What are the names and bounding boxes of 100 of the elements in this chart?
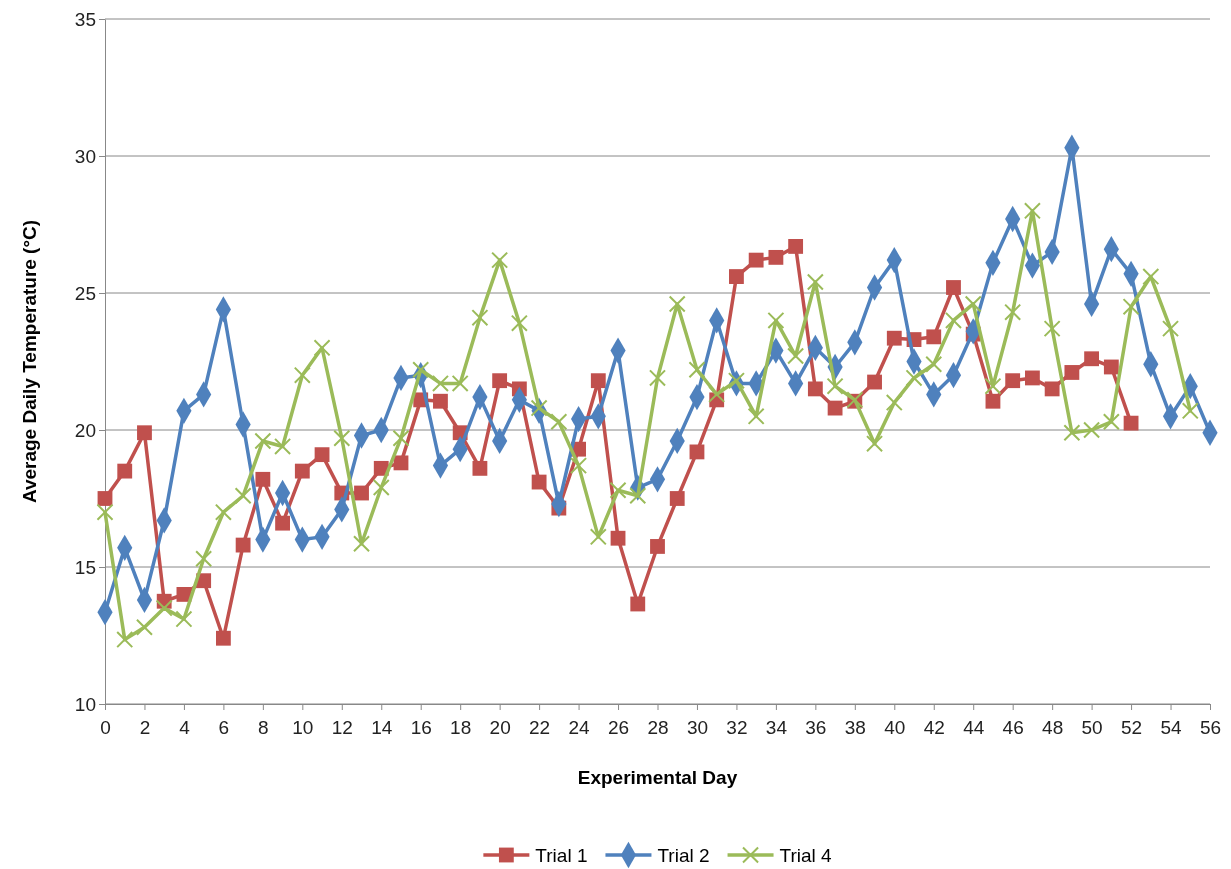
point: [905, 369, 923, 387]
x-axis-title: Experimental Day: [577, 767, 738, 788]
legend-label: Trial 2: [657, 844, 710, 866]
point: [1064, 365, 1080, 380]
point: [926, 329, 942, 345]
point: [1083, 421, 1101, 439]
point: [630, 596, 646, 612]
point: [886, 330, 902, 346]
x-tick-label: 18: [450, 716, 472, 738]
point: [806, 273, 824, 291]
point: [352, 535, 371, 553]
point: [1103, 359, 1119, 375]
point: [944, 311, 963, 329]
point: [669, 491, 685, 506]
point: [609, 481, 627, 499]
x-tick-label: 0: [100, 716, 111, 738]
point: [1043, 320, 1061, 338]
point: [1024, 370, 1040, 386]
point: [116, 631, 134, 649]
point: [668, 295, 686, 313]
point: [293, 366, 311, 384]
x-tick-label: 54: [1160, 716, 1183, 738]
y-tick-label: 30: [74, 145, 96, 167]
x-tick-label: 6: [218, 716, 230, 738]
point: [195, 550, 213, 568]
point: [827, 400, 843, 416]
point: [531, 474, 547, 490]
x-tick-label: 8: [258, 716, 269, 738]
point: [1122, 298, 1140, 316]
y-tick-label: 35: [74, 8, 96, 30]
x-tick-label: 32: [726, 716, 748, 738]
point: [788, 239, 804, 254]
point: [333, 429, 351, 447]
x-tick-label: 56: [1199, 716, 1222, 738]
point: [97, 491, 113, 506]
point: [235, 537, 251, 553]
x-tick-label: 22: [529, 716, 551, 738]
x-tick-label: 50: [1081, 716, 1103, 738]
x-tick-label: 26: [607, 716, 630, 738]
x-tick-label: 52: [1121, 716, 1143, 738]
point: [767, 311, 785, 329]
y-tick-label: 10: [74, 693, 96, 715]
point: [629, 487, 647, 505]
x-tick-label: 24: [568, 716, 591, 738]
point: [708, 385, 726, 403]
x-tick-label: 30: [686, 716, 709, 738]
point: [1084, 351, 1100, 367]
point: [768, 249, 784, 265]
point: [175, 610, 193, 628]
y-tick-label: 15: [74, 556, 96, 578]
x-tick-label: 16: [410, 716, 432, 738]
x-tick-label: 42: [923, 716, 945, 738]
x-tick-label: 46: [1002, 716, 1024, 738]
point: [492, 373, 508, 389]
point: [688, 361, 706, 379]
point: [510, 314, 528, 332]
x-tick-label: 4: [179, 716, 191, 738]
point: [255, 471, 271, 487]
point: [393, 455, 409, 471]
point: [1023, 202, 1041, 220]
point: [1123, 415, 1139, 431]
point: [275, 515, 291, 531]
legend-label: Trial 4: [779, 844, 833, 866]
point: [1162, 320, 1180, 338]
point: [1004, 303, 1022, 321]
point: [826, 377, 844, 395]
x-tick-label: 40: [884, 716, 906, 738]
point: [137, 425, 152, 441]
point: [925, 355, 943, 373]
point: [748, 252, 764, 268]
point: [372, 479, 390, 497]
point: [433, 393, 448, 409]
point: [431, 374, 449, 392]
point: [530, 399, 548, 417]
x-tick-label: 44: [963, 716, 985, 738]
point: [747, 407, 765, 425]
y-axis-title: Average Daily Temperature (°C): [19, 219, 40, 504]
point: [589, 528, 607, 546]
x-tick-label: 48: [1042, 716, 1064, 738]
x-tick-label: 36: [805, 716, 827, 738]
point: [984, 377, 1002, 395]
point: [117, 463, 133, 479]
point: [650, 539, 665, 554]
point: [867, 374, 882, 390]
point: [727, 372, 745, 390]
y-tick-label: 25: [74, 282, 96, 304]
point: [787, 347, 805, 365]
legend-label: Trial 1: [535, 844, 588, 866]
point: [254, 432, 272, 450]
x-tick-label: 10: [292, 716, 314, 738]
point: [471, 309, 489, 327]
y-tick-label: 20: [74, 419, 96, 441]
point: [1044, 381, 1060, 397]
point: [313, 339, 331, 357]
x-tick-label: 38: [844, 716, 866, 738]
point: [807, 381, 823, 397]
point: [155, 599, 173, 617]
point: [1005, 373, 1021, 389]
x-tick-label: 2: [139, 716, 151, 738]
x-tick-label: 28: [647, 716, 669, 738]
